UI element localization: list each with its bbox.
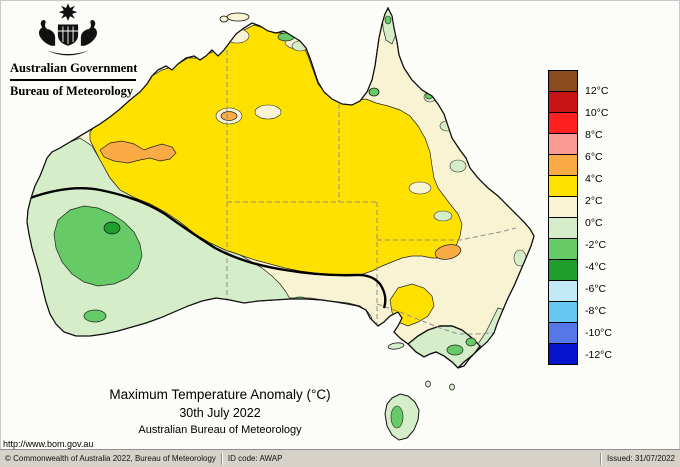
cream-spot [224, 28, 250, 44]
legend-color-cell [548, 322, 578, 344]
issued-section: Issued: 31/07/2022 [599, 450, 680, 467]
legend-color-cell [548, 196, 578, 218]
flinders-island [449, 383, 455, 391]
map-title: Maximum Temperature Anomaly (°C) [109, 387, 331, 402]
emu-icon [80, 20, 97, 46]
scroll-icon [46, 50, 90, 56]
legend-label: -12°C [585, 349, 612, 361]
legend-color-cell [548, 112, 578, 134]
legend-color-cell [548, 238, 578, 260]
legend-label: 10°C [585, 107, 609, 119]
legend-label: -4°C [585, 261, 607, 273]
map-title-block: Maximum Temperature Anomaly (°C) 30th Ju… [30, 387, 410, 436]
status-bar: © Commonwealth of Australia 2022, Bureau… [0, 449, 680, 467]
legend-color-cell [548, 91, 578, 113]
orange-blob-nsw-sa [434, 244, 462, 260]
pale-green-spot [449, 159, 467, 173]
header-divider [10, 79, 136, 81]
green-spot [291, 296, 309, 306]
kangaroo-island [387, 342, 405, 350]
shield-panel-lines [57, 26, 79, 44]
id-code-text: ID code: AWAP [227, 454, 283, 463]
dark-green-core-wa [103, 221, 121, 235]
legend-color-cell [548, 301, 578, 323]
green-spot [83, 309, 107, 323]
map-date: 30th July 2022 [179, 406, 261, 420]
legend-label: -10°C [585, 327, 612, 339]
legend-labels: 12°C 10°C 8°C 6°C 4°C 2°C 0°C -2°C -4°C -6°C -8°C -… [585, 70, 645, 380]
legend-color-cell [548, 154, 578, 176]
legend-label: 8°C [585, 129, 603, 141]
legend-color-cell [548, 343, 578, 365]
legend-label: 6°C [585, 151, 603, 163]
legend-label: 0°C [585, 217, 603, 229]
copyright-text: © Commonwealth of Australia 2022, Bureau… [5, 454, 216, 463]
pale-green-spot [433, 210, 453, 222]
legend-label: 12°C [585, 85, 609, 97]
melville-island [226, 12, 250, 22]
government-title: Australian Government [10, 61, 138, 75]
legend-color-cell [548, 70, 578, 92]
legend-color-cell [548, 259, 578, 281]
coat-of-arms-icon [39, 3, 97, 56]
zero-degree-contour [29, 187, 387, 309]
kangaroo-icon [39, 20, 56, 46]
legend-color-cell [548, 280, 578, 302]
legend-color-cell [548, 133, 578, 155]
orange-blob-nt [220, 111, 238, 121]
green-spot [384, 15, 392, 25]
green-spot [446, 344, 464, 356]
cream-spot [408, 181, 432, 195]
cream-spot [254, 104, 282, 120]
map-attribution: Australian Bureau of Meteorology [138, 424, 302, 436]
statusbar-divider [220, 452, 223, 465]
bom-url: http://www.bom.gov.au [3, 439, 94, 449]
state-borders [226, 42, 517, 335]
legend-color-cell [548, 175, 578, 197]
statusbar-divider [599, 452, 602, 465]
commonwealth-star-icon [58, 3, 78, 21]
legend-label: -8°C [585, 305, 607, 317]
green-spot [277, 32, 295, 42]
legend-label: -6°C [585, 283, 607, 295]
bureau-title: Bureau of Meteorology [10, 84, 134, 98]
issued-text: Issued: 31/07/2022 [606, 454, 675, 463]
legend-cells [548, 70, 578, 365]
legend-label: -2°C [585, 239, 607, 251]
green-spot [465, 337, 477, 347]
groote-eylandt [368, 87, 380, 97]
legend-label: 2°C [585, 195, 603, 207]
legend-color-cell [548, 217, 578, 239]
temperature-legend: 12°C 10°C 8°C 6°C 4°C 2°C 0°C -2°C -4°C -6°C -8°C -… [548, 70, 658, 390]
king-island [425, 380, 431, 388]
green-region-wa [53, 205, 143, 287]
legend-label: 4°C [585, 173, 603, 185]
tasmania-green-core [390, 405, 404, 429]
pale-green-spot [291, 40, 309, 52]
mainland-coastline [26, 6, 535, 369]
orange-blob-pilbara [99, 140, 177, 164]
bathurst-island [219, 15, 229, 23]
